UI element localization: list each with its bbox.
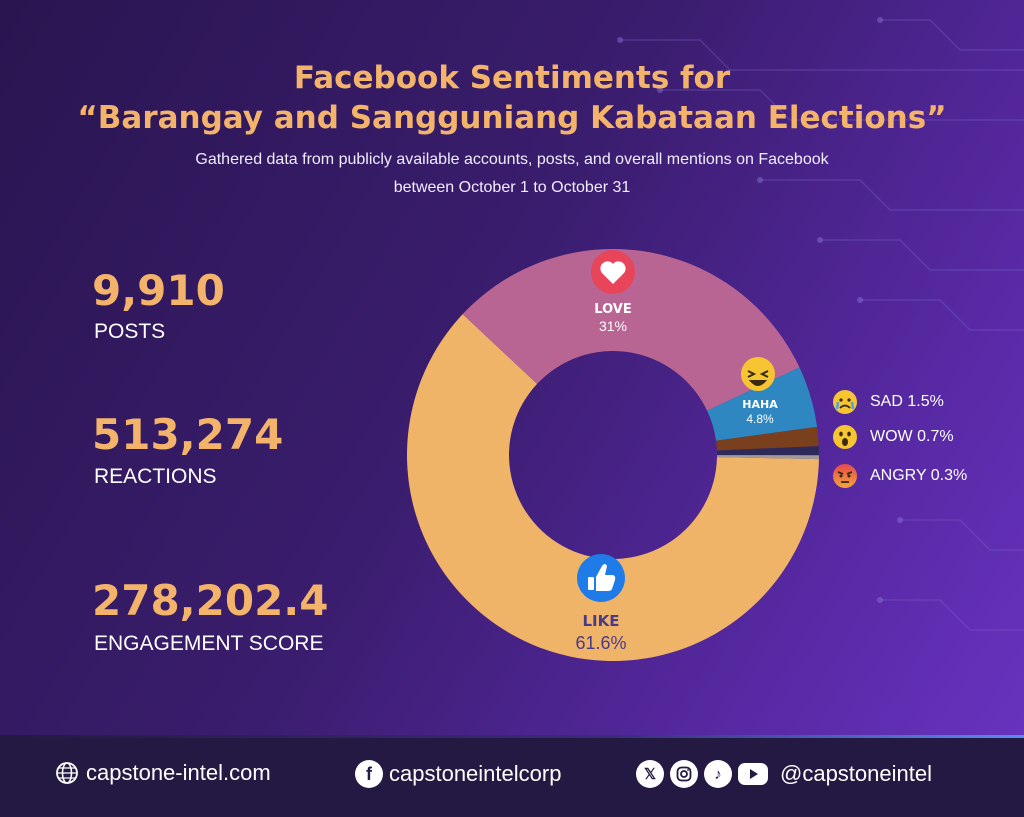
- chart-title-line-2: “Barangay and Sangguniang Kabataan Elect…: [77, 100, 947, 136]
- legend-label-wow: WOW 0.7%: [870, 428, 954, 445]
- reactions-donut-chart: LOVE 31% HAHA 4.8% LIKE 61.6%: [406, 249, 819, 661]
- donut-slice-wow: [716, 446, 819, 456]
- instagram-icon[interactable]: [670, 760, 698, 788]
- footer: capstone-intel.com f capstoneintelcorp 𝕏…: [0, 738, 1024, 817]
- chart-subtitle: Gathered data from publicly available ac…: [60, 146, 964, 202]
- haha-icon-group: [741, 357, 775, 391]
- donut-slice-love: [462, 249, 800, 411]
- subtitle-line-1: Gathered data from publicly available ac…: [195, 151, 829, 168]
- website-link[interactable]: capstone-intel.com: [54, 760, 271, 786]
- chart-title-line-1: Facebook Sentiments for: [293, 60, 731, 96]
- slice-label-like: LIKE: [582, 612, 619, 630]
- reactions-count: 513,274: [92, 410, 284, 459]
- reactions-label: REACTIONS: [94, 465, 217, 488]
- angry-face-icon: [833, 464, 857, 488]
- social-links: 𝕏 ♪ @capstoneintel: [636, 760, 932, 788]
- laughing-face-icon: [741, 357, 775, 391]
- social-handle-text: @capstoneintel: [780, 761, 932, 786]
- donut-slice-haha: [707, 367, 818, 441]
- facebook-text: capstoneintelcorp: [389, 761, 562, 786]
- facebook-icon: f: [355, 760, 383, 788]
- circuit-background: [617, 17, 1024, 631]
- slice-label-haha: HAHA: [742, 398, 778, 411]
- surprised-face-icon: [833, 425, 857, 449]
- donut-slice-labels: LOVE 31% HAHA 4.8% LIKE 61.6%: [575, 250, 778, 653]
- posts-label: POSTS: [94, 320, 166, 343]
- engagement-score-label: ENGAGEMENT SCORE: [94, 632, 324, 655]
- slice-value-haha: 4.8%: [746, 412, 774, 426]
- legend-item-angry: ANGRY 0.3%: [832, 461, 967, 491]
- youtube-icon[interactable]: [738, 763, 768, 785]
- legend-item-wow: WOW 0.7%: [832, 422, 954, 452]
- tiktok-icon[interactable]: ♪: [704, 760, 732, 788]
- donut-slice-like: [406, 314, 819, 661]
- donut-slice-angry: [716, 455, 819, 460]
- slice-label-love: LOVE: [594, 302, 631, 317]
- slice-value-like: 61.6%: [575, 633, 626, 653]
- globe-icon: [56, 762, 78, 784]
- subtitle-line-2: between October 1 to October 31: [393, 179, 631, 196]
- footer-divider: [0, 735, 1024, 739]
- donut-slice-sad: [716, 426, 819, 451]
- like-icon-group: [577, 554, 625, 602]
- slice-value-love: 31%: [599, 318, 627, 334]
- heart-icon-shape: [600, 261, 626, 284]
- facebook-link[interactable]: f capstoneintelcorp: [355, 760, 561, 788]
- legend-label-angry: ANGRY 0.3%: [870, 467, 968, 484]
- engagement-score-value: 278,202.4: [92, 576, 329, 625]
- x-icon[interactable]: 𝕏: [636, 760, 664, 788]
- legend-label-sad: SAD 1.5%: [870, 393, 944, 410]
- donut-slices: [406, 249, 819, 661]
- legend-item-sad: SAD 1.5%: [832, 387, 944, 417]
- website-text: capstone-intel.com: [86, 760, 271, 785]
- love-icon-group: [591, 250, 635, 294]
- posts-count: 9,910: [92, 266, 225, 315]
- crying-face-icon: [833, 390, 857, 414]
